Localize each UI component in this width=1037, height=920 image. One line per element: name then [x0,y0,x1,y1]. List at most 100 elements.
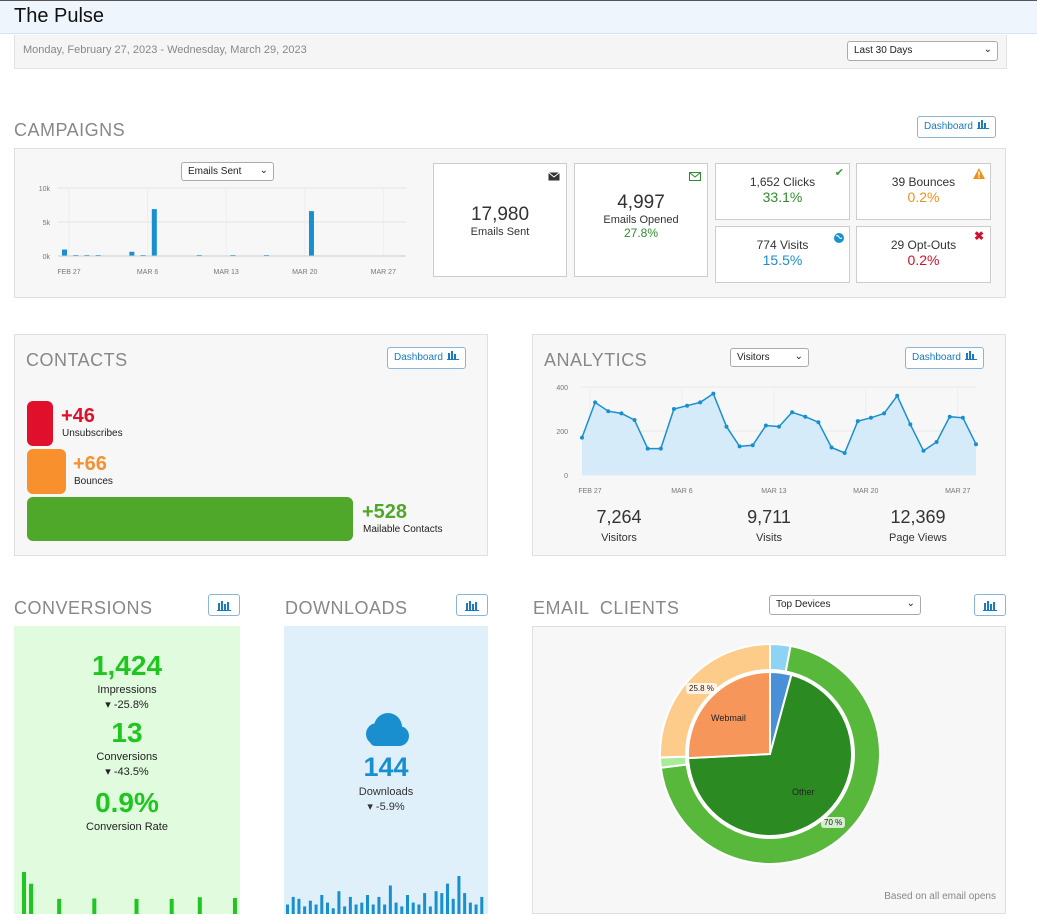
bar [308,900,312,914]
bar [343,906,347,914]
data-point [947,414,952,419]
conversion-rate-label: Conversion Rate [86,821,168,833]
x-tick-label: MAR 27 [371,269,396,276]
impressions-change-value: -25.8% [113,699,149,711]
data-point [895,393,900,398]
conversions-value: 13 [111,717,143,748]
optouts-card[interactable]: ✖ 29 Opt-Outs 0.2% [856,226,991,283]
data-point [960,415,965,420]
conversions-label: Conversions [96,751,158,763]
conversions-sparkbars [22,872,237,914]
period-select[interactable]: Last 30 Days ⌄ [847,41,998,61]
mailable-contacts-label: Mailable Contacts [363,524,443,535]
data-point [737,444,742,449]
bar [308,211,314,256]
envelope-open-icon [689,168,701,186]
emails-sent-label: Emails Sent [470,226,530,238]
impressions-change: ▾ -25.8% [14,698,240,711]
emails-sent-card[interactable]: 17,980 Emails Sent [433,163,567,277]
x-tick-label: MAR 20 [292,269,317,276]
data-point [711,391,716,396]
clicks-card[interactable]: ✔ 1,652 Clicks 33.1% [715,163,850,220]
visits-rate: 15.5% [762,252,803,268]
emails-opened-rate: 27.8% [623,226,659,240]
analytics-metric-select[interactable]: Visitors ⌄ [730,348,809,367]
data-point [685,403,690,408]
email-clients-chart-button[interactable] [974,594,1006,616]
bar [366,895,369,914]
data-point [724,424,729,429]
contacts-dashboard-button[interactable]: Dashboard [387,347,466,369]
envelope-icon [548,168,560,186]
bounces-bar [27,449,66,494]
bounces-rate: 0.2% [907,189,940,205]
bar [62,249,67,256]
analytics-dashboard-button[interactable]: Dashboard [905,347,984,369]
data-point [632,418,637,422]
chevron-down-icon: ⌄ [906,598,915,609]
page-views-value: 12,369 [890,507,946,527]
campaign-metric-select[interactable]: Emails Sent ⌄ [181,162,274,181]
data-point [606,409,611,414]
outer-slice-other [659,644,881,865]
x-tick-label: FEB 27 [578,488,601,495]
bar [434,891,438,914]
y-tick-label: 200 [556,429,568,436]
conversions-chart-button[interactable] [208,594,240,616]
bar [394,902,398,914]
conversions-panel [14,626,240,914]
bar [22,872,26,914]
data-point [829,445,834,450]
bar [232,898,237,914]
clicks-label: 1,652 Clicks [749,175,816,189]
data-point [580,435,584,440]
visits-value: 9,711 [747,507,791,527]
date-range-bar [14,35,1007,69]
caret-down-icon: ▾ [105,699,114,711]
emails-opened-label: Emails Opened [603,214,679,226]
bar [474,904,478,914]
email-clients-select[interactable]: Top Devices ⌄ [769,595,921,615]
data-point [842,451,847,455]
outer-slice-webmail [659,642,771,759]
bar [377,896,381,914]
bar [197,897,202,914]
bar [286,904,289,914]
bar [314,904,318,914]
conversion-rate-value: 0.9% [95,787,159,818]
emails-opened-card[interactable]: 4,997 Emails Opened 27.8% [574,163,708,277]
campaign-chart: 10k 5k 0k FEB 27 MAR 6 MAR 13 MAR 20 MAR 27 [39,186,406,276]
bounces-card[interactable]: 39 Bounces 0.2% [856,163,991,220]
downloads-chart-button[interactable] [456,594,488,616]
data-point [974,442,978,447]
data-point [803,414,808,419]
bar [417,904,421,914]
app-title: The Pulse [14,5,105,27]
bar [446,883,449,914]
bar-chart-icon [976,117,989,137]
bar [468,902,472,914]
caret-down-icon: ▾ [367,801,376,813]
bar [463,893,467,914]
visits-card[interactable]: 774 Visits 15.5% [715,226,850,283]
impressions-value: 1,424 [91,650,163,681]
mailable-contacts-value: +528 [362,501,408,523]
downloads-title: DOWNLOADS [285,598,408,618]
chevron-down-icon: ⌄ [983,44,992,55]
downloads-value: 144 [363,752,409,782]
date-range-text: Monday, February 27, 2023 - Wednesday, M… [23,44,307,56]
bar [331,908,335,914]
campaigns-dashboard-button[interactable]: Dashboard [917,116,996,138]
warning-icon [973,166,985,184]
data-point [777,424,781,429]
bar [129,251,135,256]
downloads-change-value: -5.9% [375,801,405,813]
caret-down-icon: ▾ [105,766,114,778]
x-tick-label: FEB 27 [57,269,80,276]
optouts-label: 29 Opt-Outs [890,238,957,252]
bounces-label: 39 Bounces [891,175,956,189]
x-tick-label: MAR 20 [853,488,878,495]
data-point [816,420,821,425]
webmail-label: Webmail [711,713,746,723]
data-point [619,411,624,416]
